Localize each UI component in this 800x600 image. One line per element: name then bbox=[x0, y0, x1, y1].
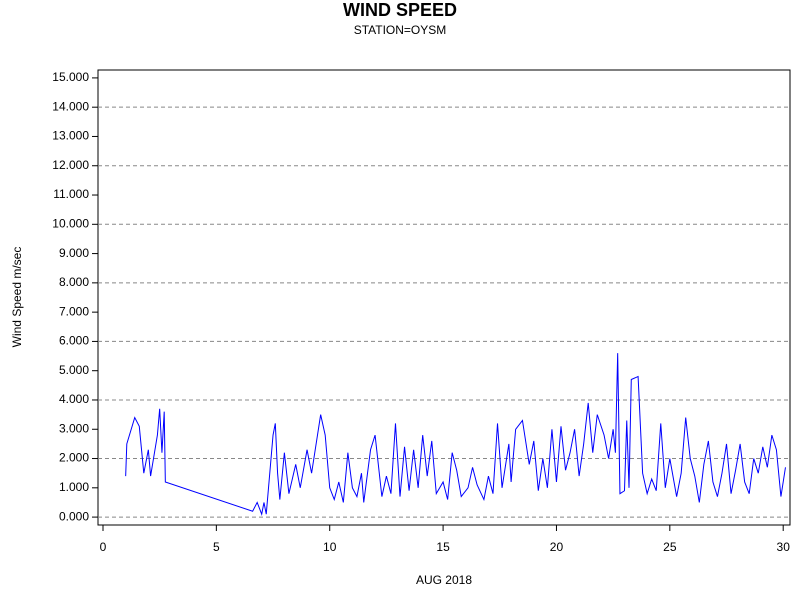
y-axis-label: Wind Speed m/sec bbox=[10, 247, 24, 348]
y-tick-label: 10.000 bbox=[52, 216, 89, 230]
y-tick-label: 7.000 bbox=[59, 304, 89, 318]
y-tick-label: 11.000 bbox=[53, 187, 89, 201]
x-axis-label: AUG 2018 bbox=[416, 573, 472, 587]
x-tick-label: 15 bbox=[436, 540, 450, 554]
y-tick-label: 6.000 bbox=[59, 334, 89, 348]
x-tick-label: 20 bbox=[550, 540, 564, 554]
x-tick-label: 30 bbox=[777, 540, 791, 554]
x-tick-label: 10 bbox=[323, 540, 337, 554]
y-tick-label: 0.000 bbox=[59, 509, 89, 523]
chart-title: WIND SPEED bbox=[343, 0, 457, 20]
chart-subtitle: STATION=OYSM bbox=[354, 23, 447, 37]
x-tick-label: 5 bbox=[213, 540, 220, 554]
plot-frame bbox=[97, 69, 791, 526]
y-tick-label: 1.000 bbox=[59, 480, 89, 494]
x-tick-label: 0 bbox=[100, 540, 107, 554]
series-line bbox=[125, 353, 786, 516]
y-tick-label: 4.000 bbox=[59, 392, 89, 406]
y-tick-label: 8.000 bbox=[59, 275, 89, 289]
y-tick-label: 14.000 bbox=[52, 99, 89, 113]
y-tick-label: 9.000 bbox=[59, 246, 89, 260]
y-tick-label: 15.000 bbox=[52, 70, 89, 84]
y-tick-label: 5.000 bbox=[59, 363, 89, 377]
x-tick-label: 25 bbox=[663, 540, 677, 554]
y-tick-label: 13.000 bbox=[52, 129, 89, 143]
y-tick-label: 3.000 bbox=[59, 421, 89, 435]
y-tick-label: 12.000 bbox=[52, 158, 89, 172]
y-tick-label: 2.000 bbox=[59, 451, 89, 465]
